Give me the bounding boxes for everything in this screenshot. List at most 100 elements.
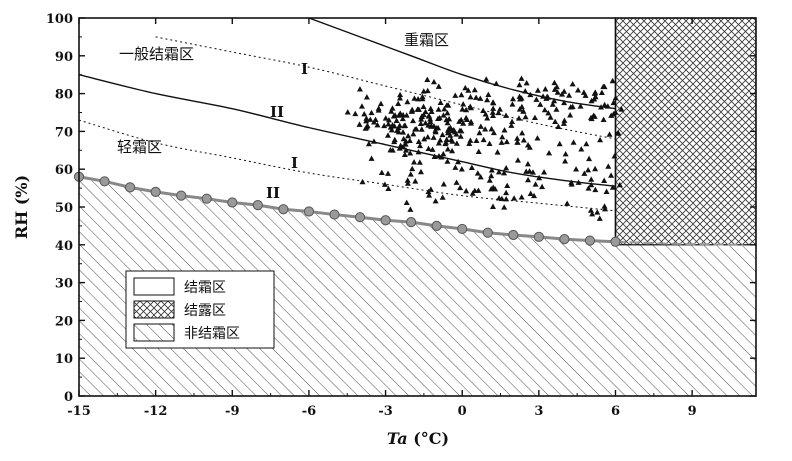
- observation-point: [428, 108, 435, 114]
- observation-point: [358, 103, 365, 109]
- zone-I-lower-label: I: [291, 154, 298, 172]
- observation-point: [424, 133, 431, 140]
- observation-point: [467, 104, 474, 111]
- boundary-marker: [457, 223, 468, 235]
- observation-point: [399, 115, 406, 122]
- observation-point: [395, 128, 402, 135]
- observation-point: [577, 103, 584, 109]
- observation-point: [449, 147, 456, 154]
- observation-point: [435, 140, 442, 146]
- observation-point: [525, 176, 532, 183]
- observation-point: [533, 96, 540, 102]
- light-frost-label: 轻霜区: [117, 138, 162, 156]
- observation-point: [562, 151, 569, 157]
- observation-point: [344, 109, 351, 115]
- observation-point: [544, 94, 551, 100]
- legend-swatch-dew: [133, 300, 175, 319]
- observation-point: [361, 110, 368, 117]
- observation-point: [511, 195, 518, 201]
- observation-point: [421, 135, 428, 142]
- observation-point: [522, 113, 529, 120]
- observation-point: [406, 137, 413, 143]
- observation-point: [455, 158, 462, 165]
- observation-point: [476, 129, 483, 136]
- observation-point: [422, 108, 429, 115]
- observation-point: [561, 117, 568, 123]
- observation-point: [518, 75, 525, 81]
- observation-point: [490, 99, 497, 106]
- observation-point: [368, 155, 375, 161]
- observation-point: [591, 113, 598, 119]
- observation-point: [560, 120, 567, 126]
- observation-point: [412, 178, 419, 184]
- observation-point: [468, 164, 475, 171]
- observation-point: [477, 123, 484, 129]
- observation-point: [518, 194, 525, 200]
- y-tick-label: 10: [55, 352, 73, 367]
- observation-point: [396, 95, 403, 101]
- observation-point: [480, 136, 487, 143]
- observation-point: [403, 147, 410, 153]
- observation-point: [545, 110, 552, 116]
- observation-point: [418, 126, 425, 132]
- observation-point: [585, 166, 592, 173]
- legend-swatch-frost: [133, 277, 175, 296]
- observation-point: [440, 150, 447, 157]
- x-tick-label: -3: [378, 404, 392, 419]
- observation-point: [534, 135, 541, 141]
- observation-point: [498, 139, 505, 145]
- observation-point: [391, 123, 398, 129]
- observation-point: [424, 76, 431, 82]
- observation-point: [409, 165, 416, 172]
- observation-point: [501, 127, 508, 133]
- observation-point: [365, 140, 372, 147]
- y-tick-label: 90: [55, 50, 73, 65]
- curve-lower-dotted: [79, 119, 616, 212]
- observation-point: [486, 140, 493, 146]
- observation-point: [381, 122, 388, 129]
- observation-point: [534, 87, 541, 93]
- observation-point: [581, 170, 588, 176]
- observation-point: [395, 100, 402, 107]
- observation-point: [388, 108, 395, 114]
- observation-point: [453, 140, 460, 146]
- observation-point: [509, 101, 516, 107]
- observation-point: [482, 126, 489, 132]
- observation-point: [589, 210, 596, 217]
- observation-point: [444, 127, 451, 133]
- observation-point: [459, 106, 466, 112]
- observation-point: [529, 169, 536, 175]
- observation-point: [514, 139, 521, 145]
- observation-point: [495, 109, 502, 116]
- observation-point: [410, 130, 417, 137]
- observation-point: [417, 168, 424, 175]
- observation-point: [601, 205, 608, 212]
- observation-point: [547, 114, 554, 120]
- observation-point: [490, 129, 497, 136]
- observation-point: [527, 91, 534, 98]
- observation-point: [514, 157, 521, 163]
- observation-point: [414, 106, 421, 112]
- observation-point: [564, 200, 571, 206]
- observation-point: [490, 105, 497, 111]
- observation-point: [566, 92, 573, 98]
- boundary-marker: [303, 206, 315, 217]
- observation-point: [458, 91, 465, 98]
- observation-point: [601, 177, 608, 183]
- observation-point: [467, 120, 474, 126]
- observation-point: [524, 160, 531, 167]
- observation-point: [432, 197, 439, 204]
- observation-point: [384, 132, 391, 138]
- observation-point: [359, 178, 366, 185]
- boundary-marker: [508, 229, 519, 241]
- observation-point: [586, 155, 593, 162]
- observation-point: [457, 133, 464, 139]
- observation-point: [592, 165, 599, 172]
- observation-point: [388, 126, 395, 133]
- y-tick-label: 50: [55, 201, 73, 216]
- observation-point: [501, 204, 508, 210]
- observation-point: [575, 87, 582, 93]
- observation-point: [526, 144, 533, 150]
- observation-point: [562, 158, 569, 164]
